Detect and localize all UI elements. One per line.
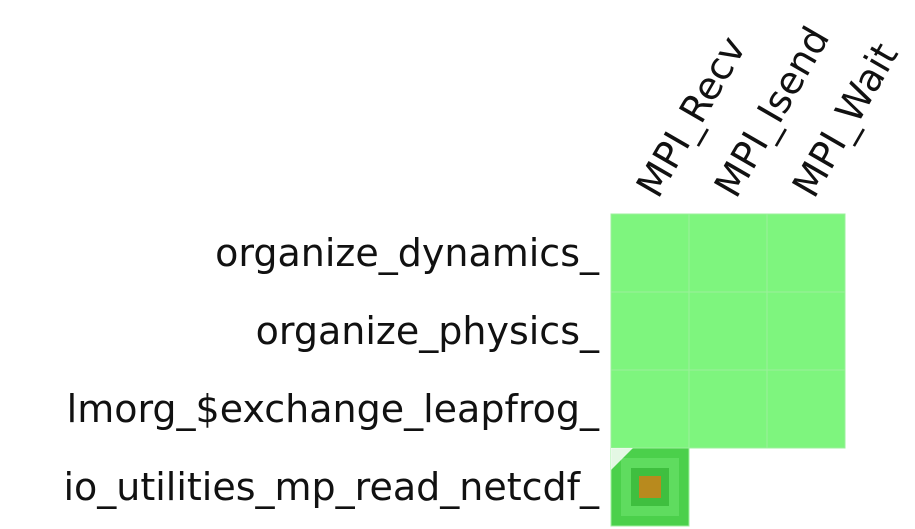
- heatmap-cell-organize-dynamics-mpi-isend: [688, 213, 768, 293]
- heatmap-cell-lmorg-exchange-leapfrog-mpi-isend: [688, 369, 768, 449]
- heatmap-cell-lmorg-exchange-leapfrog-mpi-wait: [766, 369, 846, 449]
- row-label-organize-dynamics: organize_dynamics_: [215, 231, 600, 275]
- heatmap-cell-organize-dynamics-mpi-recv: [610, 213, 690, 293]
- row-label-lmorg-exchange-leapfrog: lmorg_$exchange_leapfrog_: [67, 387, 600, 431]
- heatmap-cell-organize-physics-mpi-recv: [610, 291, 690, 371]
- row-label-organize-physics: organize_physics_: [256, 309, 600, 353]
- row-label-io-utilities-mp-read-netcdf: io_utilities_mp_read_netcdf_: [63, 465, 600, 509]
- heatmap-cell-io-utilities-mp-read-netcdf-mpi-recv: [610, 447, 690, 527]
- heatmap-cell-organize-dynamics-mpi-wait: [766, 213, 846, 293]
- row-labels: organize_dynamics_ organize_physics_lmorg…: [63, 231, 600, 509]
- heatmap-cell-lmorg-exchange-leapfrog-mpi-recv: [610, 369, 690, 449]
- heatmap-cell-organize-physics-mpi-wait: [766, 291, 846, 371]
- heatmap-cells: [610, 213, 846, 527]
- heatmap-cell-organize-physics-mpi-isend: [688, 291, 768, 371]
